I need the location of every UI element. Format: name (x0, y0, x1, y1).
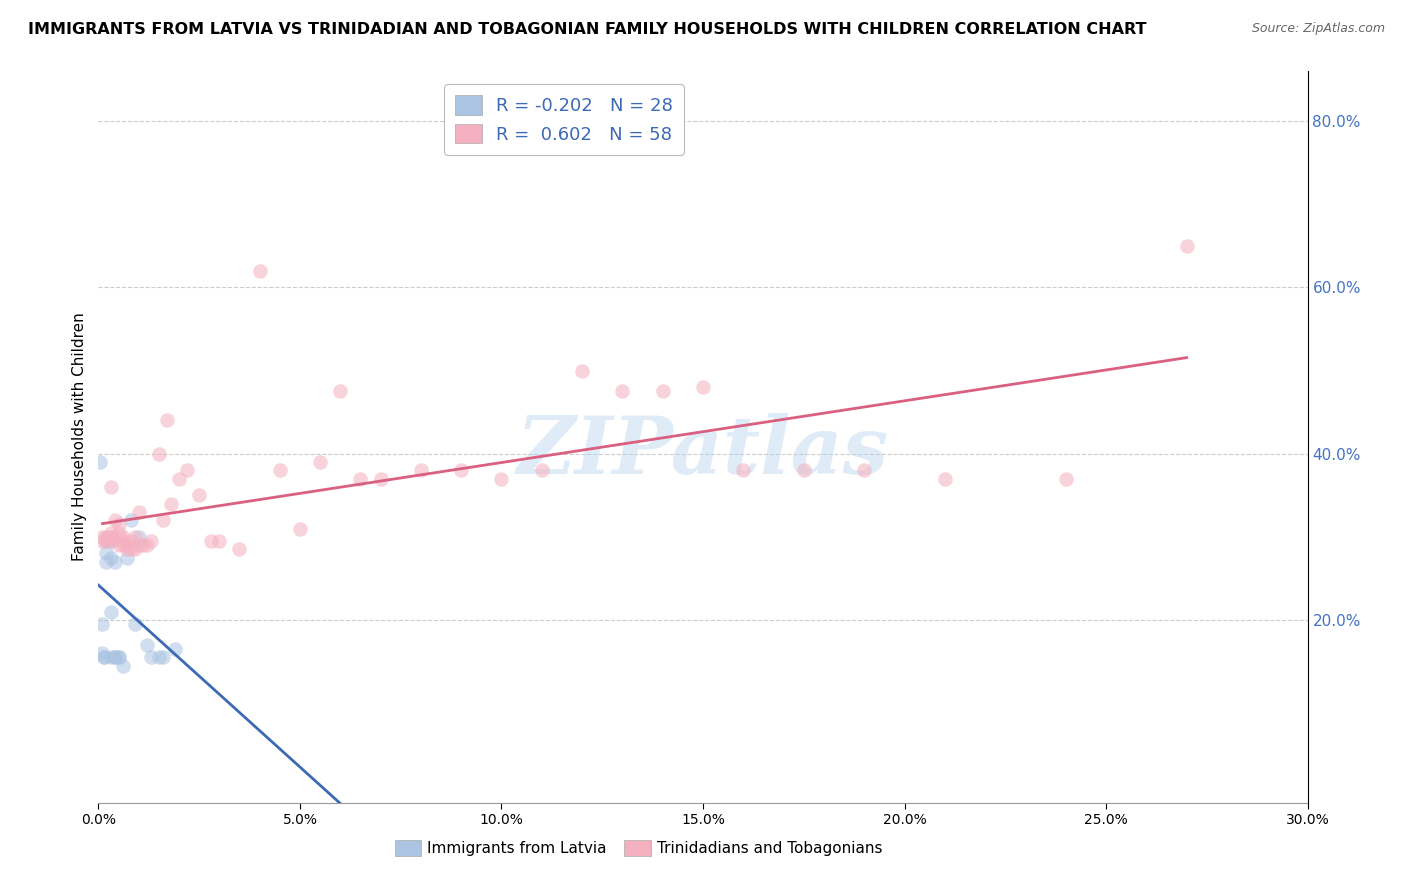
Point (1054, 472, 1077, 486)
Point (100, 480, 122, 494)
Point (120, 542, 142, 557)
Point (115, 538, 138, 552)
Point (111, 658, 134, 673)
Point (103, 650, 125, 665)
Point (152, 513, 174, 527)
Point (100, 550, 122, 565)
Point (329, 384, 352, 399)
Point (139, 533, 162, 548)
Point (93, 650, 115, 665)
Point (100, 650, 122, 665)
Text: IMMIGRANTS FROM LATVIA VS TRINIDADIAN AND TOBAGONIAN FAMILY HOUSEHOLDS WITH CHIL: IMMIGRANTS FROM LATVIA VS TRINIDADIAN AN… (28, 22, 1147, 37)
Point (160, 497, 183, 511)
Point (91, 530, 114, 544)
Point (128, 505, 150, 519)
Point (163, 642, 186, 657)
Point (148, 650, 170, 665)
Point (409, 463, 432, 477)
Point (115, 550, 138, 565)
Point (249, 264, 271, 278)
Point (103, 530, 125, 544)
Point (96, 533, 118, 548)
Point (120, 533, 142, 548)
Point (107, 525, 129, 540)
Point (1175, 239, 1198, 253)
Text: Source: ZipAtlas.com: Source: ZipAtlas.com (1251, 22, 1385, 36)
Point (96, 533, 118, 548)
Point (100, 605, 122, 619)
Point (491, 472, 513, 486)
Y-axis label: Family Households with Children: Family Households with Children (72, 313, 87, 561)
Point (692, 380, 714, 394)
Point (128, 538, 150, 552)
Point (115, 542, 138, 557)
Point (853, 463, 876, 477)
Point (93, 650, 115, 665)
Legend: R = -0.202   N = 28, R =  0.602   N = 58: R = -0.202 N = 28, R = 0.602 N = 58 (444, 84, 683, 154)
Point (107, 517, 129, 532)
Point (96, 546, 118, 560)
Point (269, 463, 291, 477)
Point (349, 472, 371, 486)
Point (309, 455, 332, 469)
Bar (624, 840, 651, 856)
Point (139, 650, 162, 665)
Point (96, 555, 118, 569)
Point (651, 384, 673, 399)
Point (176, 463, 198, 477)
Point (135, 538, 157, 552)
Point (107, 650, 129, 665)
Point (208, 533, 231, 548)
Point (200, 533, 222, 548)
Point (111, 538, 134, 552)
Point (571, 363, 593, 377)
Point (135, 638, 157, 652)
Point (124, 542, 146, 557)
Point (793, 463, 815, 477)
Point (89, 455, 111, 469)
Point (100, 525, 122, 540)
Point (111, 533, 134, 548)
Point (100, 533, 122, 548)
Point (370, 472, 392, 486)
Text: Immigrants from Latvia: Immigrants from Latvia (427, 840, 607, 855)
Point (450, 463, 472, 477)
Point (167, 472, 190, 486)
Point (733, 463, 755, 477)
Point (128, 530, 150, 544)
Point (96, 530, 118, 544)
Point (148, 447, 170, 461)
Point (530, 463, 553, 477)
Point (288, 521, 311, 535)
Point (156, 413, 179, 427)
Point (103, 650, 125, 665)
Point (107, 538, 129, 552)
Point (103, 513, 125, 527)
Point (188, 488, 211, 502)
Point (152, 650, 174, 665)
Point (103, 555, 125, 569)
Point (91, 533, 114, 548)
Point (934, 472, 956, 486)
Point (124, 530, 146, 544)
Point (111, 530, 134, 544)
Point (120, 513, 142, 527)
Point (91, 617, 114, 632)
Point (228, 542, 250, 557)
Text: ZIPatlas: ZIPatlas (517, 413, 889, 491)
Point (132, 538, 155, 552)
Point (612, 384, 634, 399)
Point (124, 617, 146, 632)
Bar (395, 840, 422, 856)
Point (91, 646, 114, 660)
Point (100, 533, 122, 548)
Point (107, 650, 129, 665)
Point (100, 530, 122, 544)
Point (97, 530, 120, 544)
Text: Trinidadians and Tobagonians: Trinidadians and Tobagonians (657, 840, 883, 855)
